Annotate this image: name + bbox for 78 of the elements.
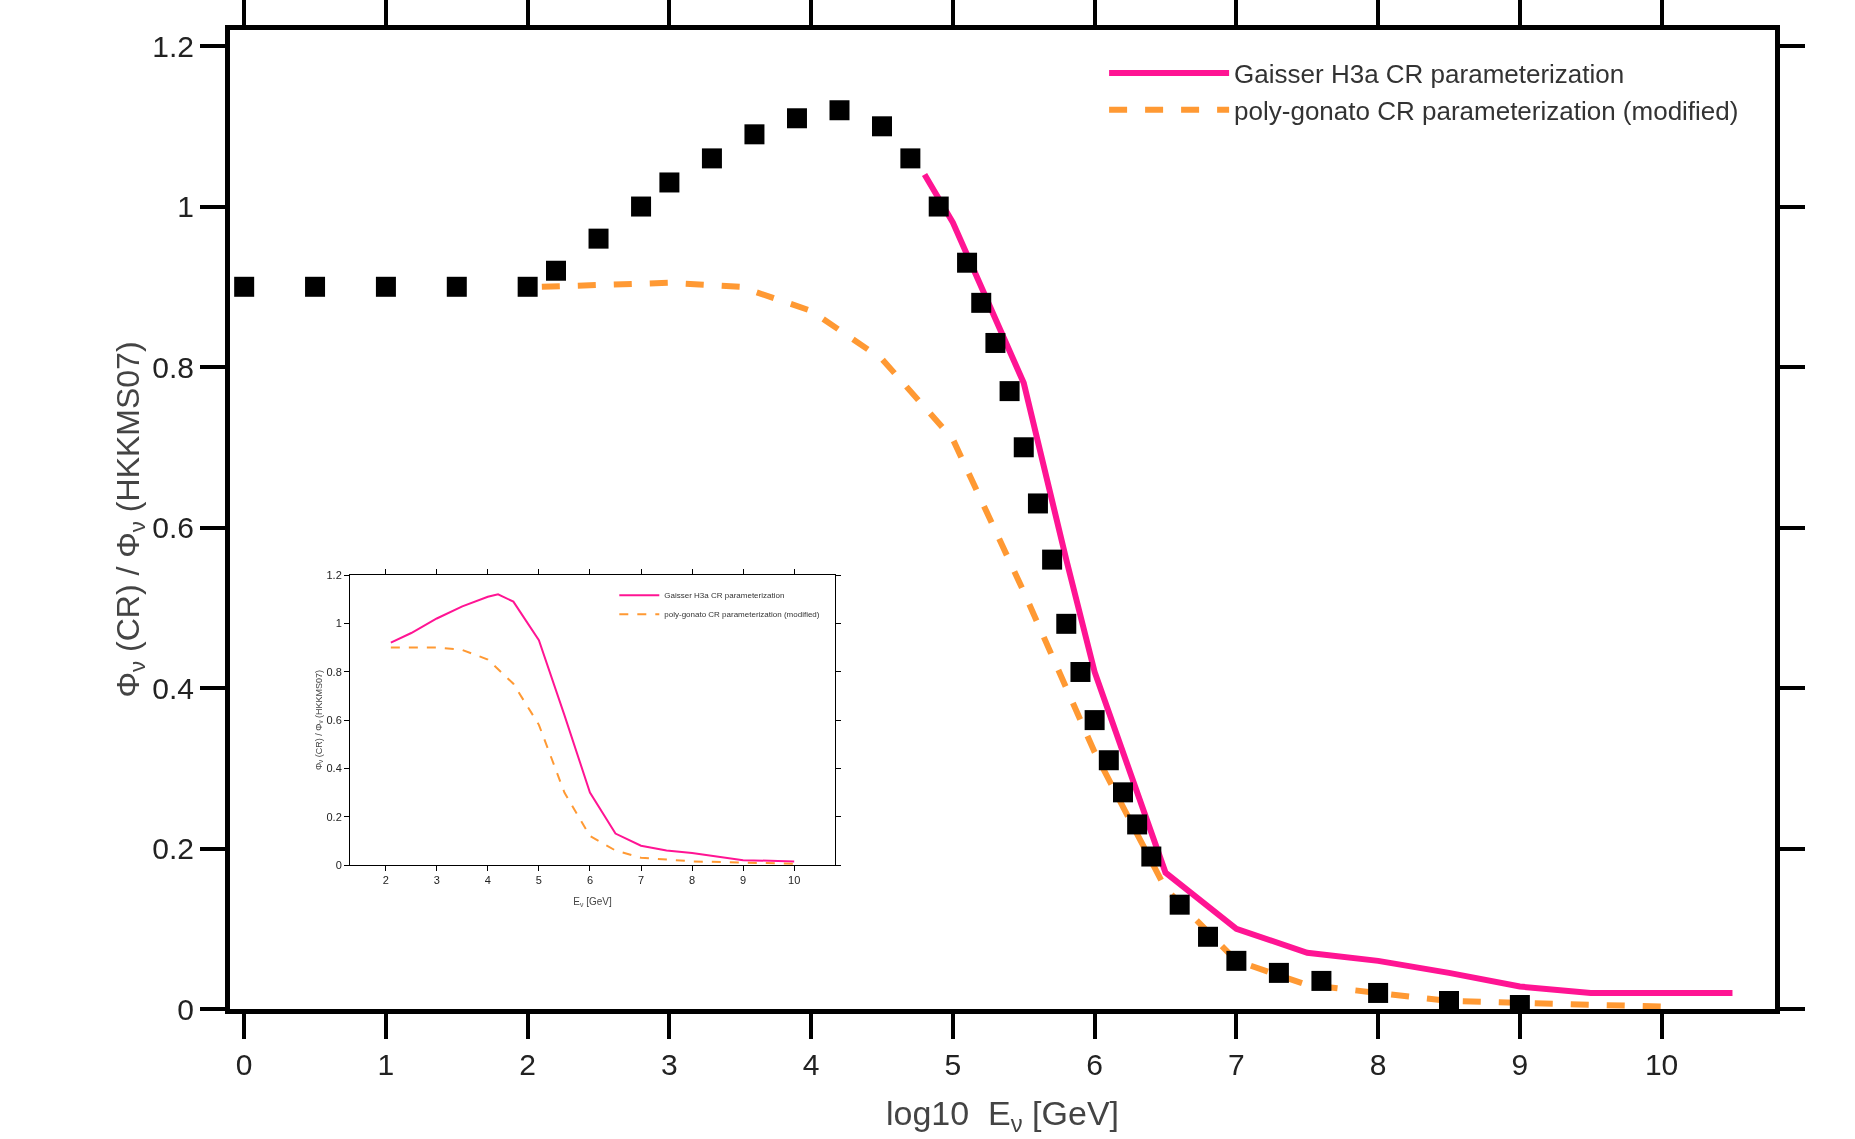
point — [1268, 962, 1289, 983]
y-tick-label: 0.6 — [326, 713, 342, 726]
point — [517, 276, 538, 297]
y-tick-label: 0 — [335, 858, 342, 871]
x-tick-label: 8 — [688, 874, 696, 887]
y-tick-label: 0.8 — [152, 350, 194, 384]
point — [1042, 549, 1063, 570]
y-tick-label: 0.8 — [326, 665, 342, 678]
point — [234, 276, 255, 297]
x-tick-label: 10 — [1644, 1048, 1679, 1081]
y-tick-label: 0.4 — [326, 762, 342, 775]
x-tick-label: 4 — [484, 874, 491, 887]
x-axis-title: E$_{ν}$ [GeV] — [573, 896, 612, 909]
x-axis-title: log10 E$_{ν}$ [GeV] — [885, 1094, 1120, 1138]
point — [957, 252, 978, 273]
x-tick-label: 8 — [1369, 1048, 1387, 1081]
x-tick-label: 3 — [661, 1048, 678, 1081]
point — [1438, 990, 1459, 1009]
point — [1198, 926, 1219, 947]
point — [1013, 437, 1034, 458]
x-tick-label: 4 — [802, 1048, 820, 1081]
point — [1141, 846, 1162, 867]
y-tick-label: 1 — [335, 617, 342, 630]
legend-label: Gaisser H3a CR parameterization — [1234, 59, 1625, 90]
x-tick-label: 3 — [433, 874, 440, 887]
x-tick-label: 9 — [1511, 1048, 1529, 1081]
y-tick-label: 1.2 — [152, 29, 194, 63]
point — [1098, 750, 1119, 771]
y-tick-label: 0 — [177, 992, 194, 1026]
x-tick-label: 0 — [235, 1048, 253, 1081]
y-tick-label: 0.2 — [326, 810, 342, 823]
point — [1311, 970, 1332, 991]
y-tick-label: 0.2 — [152, 832, 194, 866]
point — [872, 116, 893, 137]
point — [1056, 613, 1077, 634]
point — [900, 148, 921, 169]
x-tick-label: 2 — [519, 1048, 536, 1081]
x-tick-label: 7 — [1228, 1048, 1245, 1081]
point — [985, 332, 1006, 353]
point — [1226, 950, 1247, 971]
point — [305, 276, 326, 297]
x-tick-label: 5 — [535, 874, 542, 887]
point — [659, 172, 680, 193]
x-tick-label: 6 — [586, 874, 594, 887]
line-series — [389, 646, 796, 865]
point — [701, 148, 722, 169]
point — [1084, 710, 1105, 731]
y-tick-label: 0.4 — [152, 671, 194, 705]
x-tick-label: 1 — [377, 1048, 395, 1081]
point — [375, 276, 396, 297]
x-tick-label: 5 — [944, 1048, 962, 1081]
x-tick-label: 2 — [382, 874, 389, 887]
y-tick-label: 1 — [177, 190, 194, 224]
point — [1368, 982, 1389, 1003]
point — [829, 100, 850, 121]
point — [971, 292, 992, 313]
point — [1169, 894, 1190, 915]
point — [1127, 814, 1148, 835]
x-tick-label: 10 — [788, 874, 801, 887]
point — [1027, 493, 1048, 514]
legend-label: Gaisser H3a CR parameterization — [664, 591, 785, 601]
point — [1070, 661, 1091, 682]
x-tick-label: 6 — [1086, 1048, 1103, 1081]
point — [999, 381, 1020, 402]
point — [631, 196, 652, 217]
point — [1112, 782, 1133, 803]
x-tick-label: 9 — [740, 874, 747, 887]
point — [786, 108, 807, 129]
legend-label: poly-gonato CR parameterization (modified) — [1234, 95, 1739, 126]
point — [744, 124, 765, 145]
y-tick-label: 0.6 — [152, 511, 194, 545]
point — [446, 276, 467, 297]
y-tick-label: 1.2 — [326, 568, 342, 581]
point — [588, 228, 609, 249]
x-tick-label: 7 — [637, 874, 645, 887]
point — [928, 196, 949, 217]
point — [546, 260, 567, 281]
legend-label: poly-gonato CR parameterization (modified) — [664, 610, 820, 620]
